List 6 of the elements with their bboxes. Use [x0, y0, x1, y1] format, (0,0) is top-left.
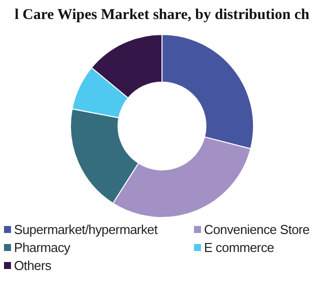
legend-label: Convenience Store — [203, 222, 310, 237]
legend-label: Supermarket/hypermarket — [13, 222, 159, 237]
legend-label: Others — [13, 258, 52, 273]
legend-label: Pharmacy — [13, 240, 72, 255]
chart-title: l Care Wipes Market share, by distribution ch — [14, 6, 310, 23]
legend-label: E commerce — [203, 240, 275, 255]
